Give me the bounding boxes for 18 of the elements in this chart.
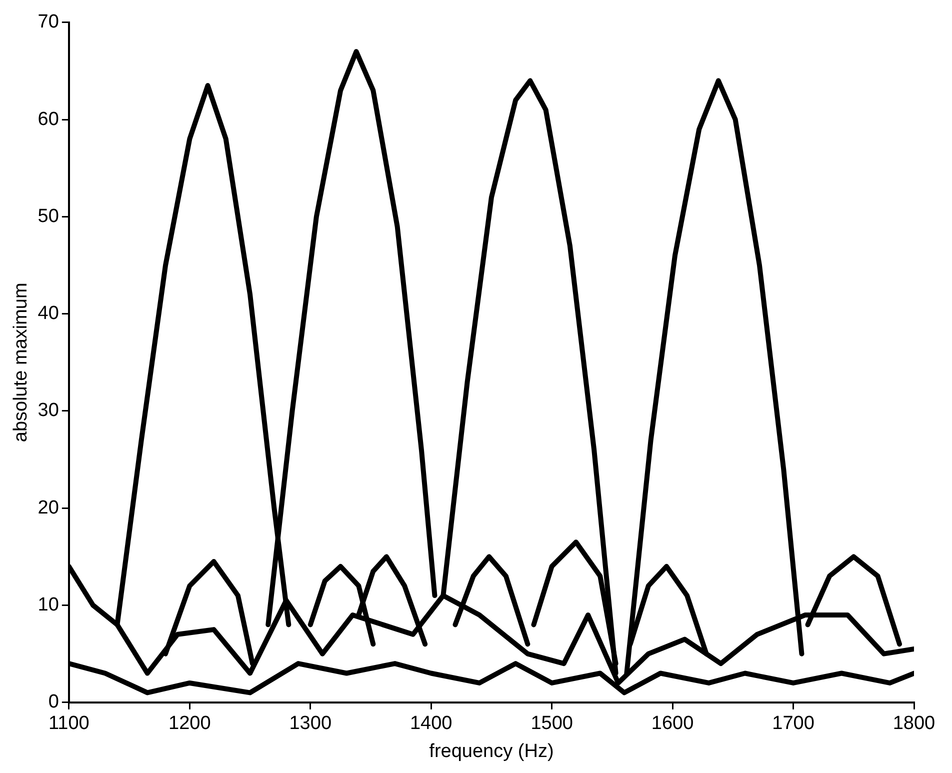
x-tick-label: 1600 [651, 713, 694, 734]
x-axis-title: frequency (Hz) [429, 740, 554, 762]
y-tick-label: 40 [38, 303, 59, 324]
y-tick-label: 60 [38, 108, 59, 130]
x-tick-label: 1700 [772, 713, 814, 734]
x-tick-label: 1500 [530, 713, 573, 734]
y-tick-label: 50 [38, 206, 59, 227]
x-tick-label: 1100 [48, 713, 90, 734]
y-tick-label: 0 [48, 692, 59, 713]
y-tick-label: 20 [38, 497, 59, 518]
x-tick-label: 1800 [892, 713, 936, 734]
x-tick-label: 1400 [410, 713, 452, 734]
y-tick-label: 10 [38, 594, 59, 616]
y-axis-title: absolute maximum [10, 282, 32, 442]
y-tick-label: 30 [38, 400, 59, 422]
y-tick-label: 70 [38, 12, 59, 33]
x-tick-label: 1300 [289, 713, 332, 734]
x-tick-label: 1200 [168, 713, 211, 734]
